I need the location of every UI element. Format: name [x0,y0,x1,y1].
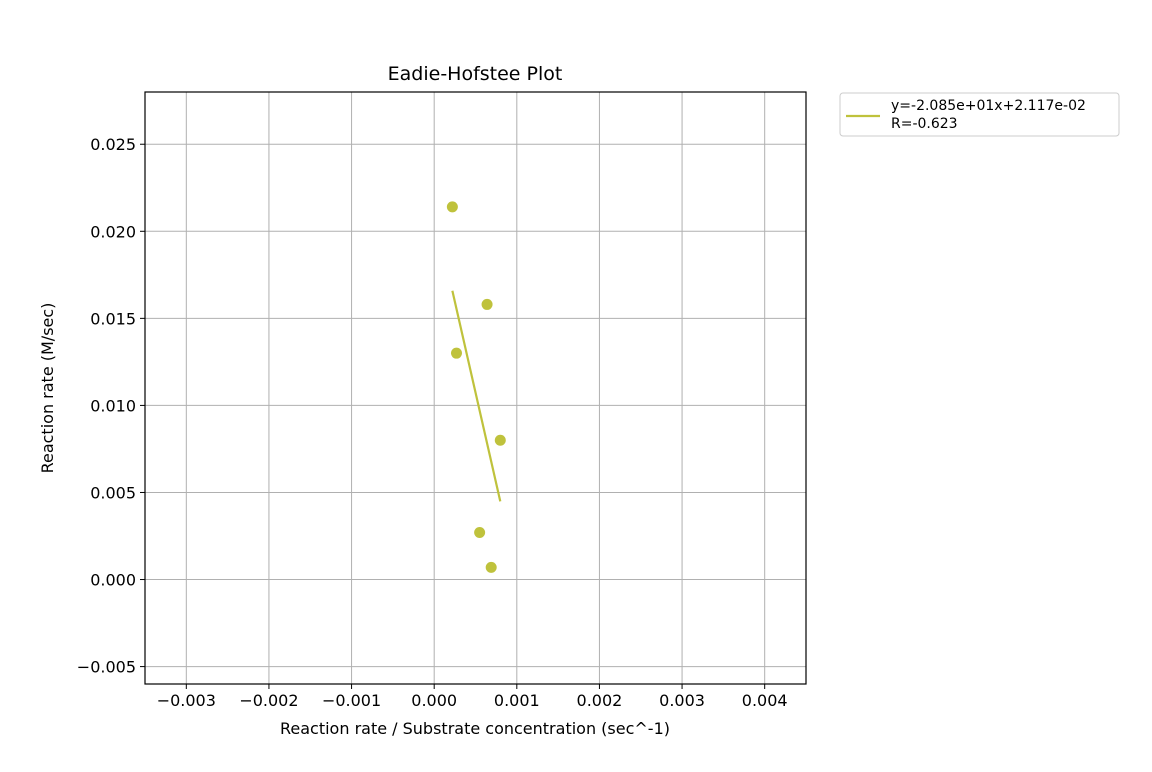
x-tick-label: 0.003 [659,691,705,710]
legend-equation: y=-2.085e+01x+2.117e-02 [891,98,1086,114]
data-point [474,527,486,539]
y-tick-label: 0.005 [90,483,136,502]
y-tick-label: 0.015 [90,309,136,328]
x-tick-label: −0.003 [157,691,216,710]
data-points [446,201,506,573]
x-tick-label: −0.001 [322,691,381,710]
x-tick-label: 0.002 [577,691,623,710]
x-tick-label: 0.001 [494,691,540,710]
data-point [485,561,497,573]
plot-frame [144,91,807,685]
x-tick-label: 0.004 [742,691,788,710]
y-tick-label: 0.010 [90,396,136,415]
data-point [446,201,458,213]
chart-title: Eadie-Hofstee Plot [388,63,563,85]
x-axis-ticks: −0.003 −0.002 −0.001 0.000 0.001 0.002 0.003 0.… [157,684,788,710]
data-point [450,347,462,359]
y-axis-ticks: −0.005 0.000 0.005 0.010 0.015 0.020 0.025 [77,135,145,677]
x-tick-label: −0.002 [239,691,298,710]
y-axis-label: Reaction rate (M/sec) [38,303,57,474]
legend-box [839,92,1120,137]
data-point [481,298,493,310]
grid [145,92,806,684]
x-axis-label: Reaction rate / Substrate concentration … [280,719,670,738]
y-tick-label: −0.005 [77,658,136,677]
regression-line [451,290,502,502]
x-tick-label: 0.000 [411,691,457,710]
y-tick-label: 0.020 [90,222,136,241]
legend: y=-2.085e+01x+2.117e-02 R=-0.623 [839,92,1120,137]
y-tick-label: 0.000 [90,571,136,590]
fit-line-layer [451,290,502,502]
legend-r-value: R=-0.623 [891,116,958,132]
data-point [494,434,506,446]
y-tick-label: 0.025 [90,135,136,154]
